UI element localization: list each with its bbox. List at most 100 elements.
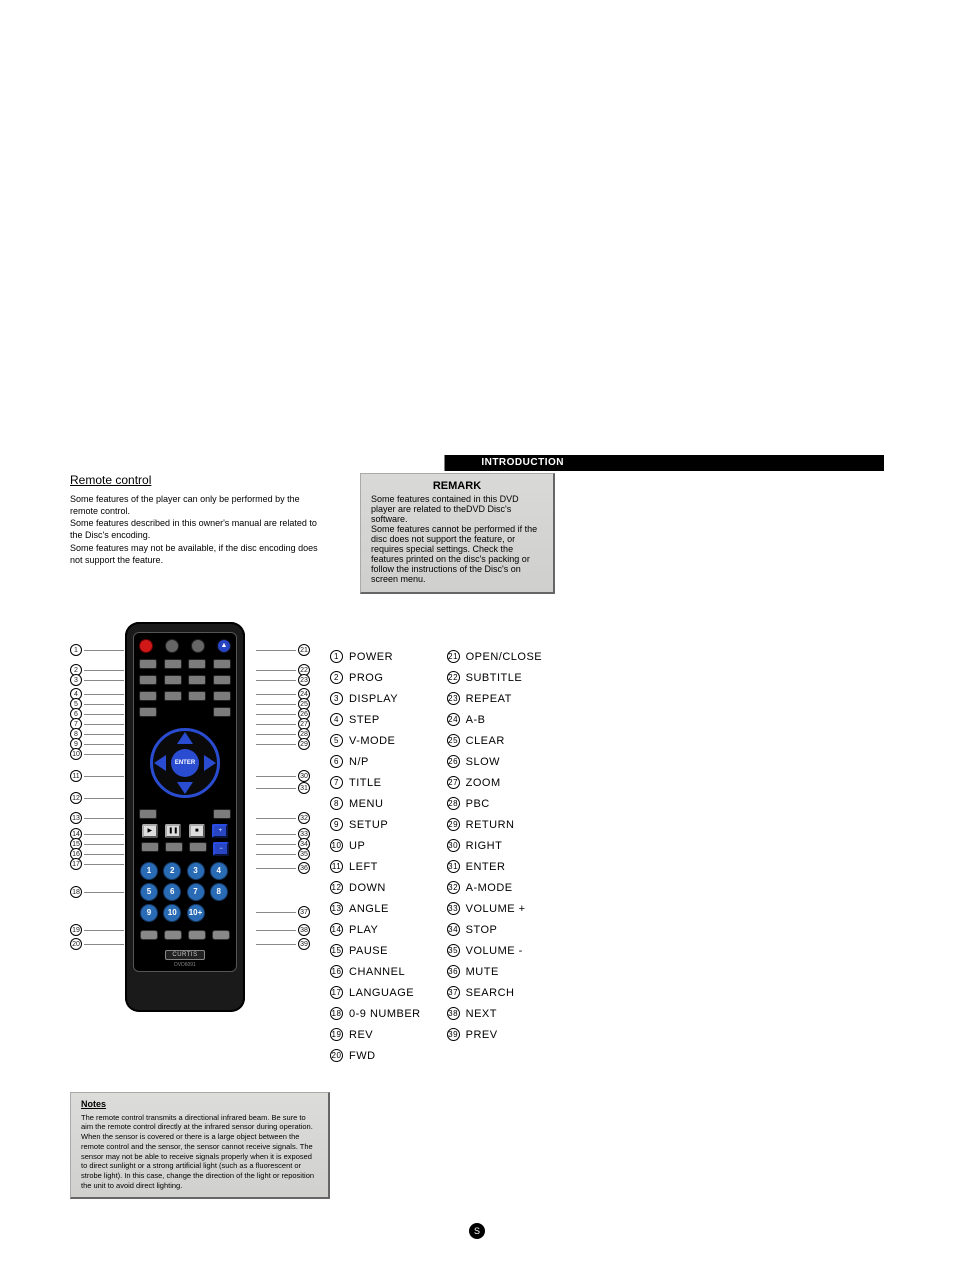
callout-line xyxy=(84,776,124,777)
callout-line xyxy=(256,714,296,715)
legend-item: 38NEXT xyxy=(447,1007,543,1020)
notes-title: Notes xyxy=(81,1099,318,1111)
legend-label: V-MODE xyxy=(349,735,395,747)
legend-label: FWD xyxy=(349,1050,376,1062)
callout-number: 13 xyxy=(70,812,82,824)
prev-button-icon xyxy=(188,930,206,940)
legend-number: 30 xyxy=(447,839,460,852)
legend-item: 17LANGUAGE xyxy=(330,986,421,999)
legend-item: 22SUBTITLE xyxy=(447,671,543,684)
callout-line xyxy=(84,650,124,651)
left-arrow-icon xyxy=(154,755,166,771)
legend-label: DISPLAY xyxy=(349,693,398,705)
callout-line xyxy=(84,944,124,945)
callout-number: 21 xyxy=(298,644,310,656)
legend-label: PAUSE xyxy=(349,945,388,957)
grey-btn xyxy=(213,659,231,669)
section-label: INTRODUCTION xyxy=(471,455,574,470)
callout-number: 11 xyxy=(70,770,82,782)
grey-btn xyxy=(213,691,231,701)
stop-icon: ■ xyxy=(189,824,205,838)
remark-column: REMARK Some features contained in this D… xyxy=(360,473,884,594)
page-number: S xyxy=(469,1223,485,1239)
legend-number: 37 xyxy=(447,986,460,999)
legend-item: 33 VOLUME + xyxy=(447,902,543,915)
number-key: 3 xyxy=(187,862,205,880)
legend-label: MUTE xyxy=(466,966,499,978)
legend-label: ZOOM xyxy=(466,777,501,789)
legend-number: 6 xyxy=(330,755,343,768)
legend-item: 27ZOOM xyxy=(447,776,543,789)
callout: 11 xyxy=(70,770,82,782)
page-number-wrap: S xyxy=(70,1221,884,1239)
numpad: 1234567891010+ xyxy=(134,858,236,926)
legend-item: 16CHANNEL xyxy=(330,965,421,978)
legend-number: 5 xyxy=(330,734,343,747)
legend-number: 33 xyxy=(447,902,460,915)
legend-number: 28 xyxy=(447,797,460,810)
grey-btn xyxy=(213,675,231,685)
legend-item: 13ANGLE xyxy=(330,902,421,915)
callout-number: 1 xyxy=(70,644,82,656)
legend-col-1: 1POWER2PROG3DISPLAY4STEP5V-MODE6N/P7TITL… xyxy=(330,650,421,1070)
legend-number: 9 xyxy=(330,818,343,831)
notes-box: Notes The remote control transmits a dir… xyxy=(70,1092,330,1199)
legend-label: SEARCH xyxy=(466,987,515,999)
number-key: 8 xyxy=(210,883,228,901)
grey-btn xyxy=(139,659,157,669)
legend-label: SETUP xyxy=(349,819,388,831)
legend-label: ANGLE xyxy=(349,903,389,915)
legend-label: LEFT xyxy=(349,861,378,873)
legend-item: 180-9 NUMBER xyxy=(330,1007,421,1020)
legend-number: 3 xyxy=(330,692,343,705)
legend-label: MENU xyxy=(349,798,383,810)
number-key: 1 xyxy=(140,862,158,880)
legend-label: N/P xyxy=(349,756,369,768)
callout-line xyxy=(256,854,296,855)
legend-item: 25CLEAR xyxy=(447,734,543,747)
legend-label: UP xyxy=(349,840,365,852)
legend-label: RIGHT xyxy=(466,840,503,852)
volup-icon: + xyxy=(212,824,228,838)
legend-number: 23 xyxy=(447,692,460,705)
callout: 37 xyxy=(298,906,310,918)
callout: 1 xyxy=(70,644,82,656)
legend-label: DOWN xyxy=(349,882,386,894)
rev-button-icon xyxy=(140,930,158,940)
callout-line xyxy=(256,744,296,745)
callout: 36 xyxy=(298,862,310,874)
callout-line xyxy=(84,864,124,865)
legend-number: 2 xyxy=(330,671,343,684)
legend-number: 21 xyxy=(447,650,460,663)
fwd-button-icon xyxy=(164,930,182,940)
legend-item: 6 N/P xyxy=(330,755,421,768)
section-header-bar: INTRODUCTION xyxy=(70,455,884,471)
legend-item: 15PAUSE xyxy=(330,944,421,957)
callout: 3 xyxy=(70,674,82,686)
legend-number: 14 xyxy=(330,923,343,936)
callout-line xyxy=(256,944,296,945)
grey-btn xyxy=(213,809,231,819)
legend-item: 35VOLUME - xyxy=(447,944,543,957)
legend-label: VOLUME + xyxy=(466,903,526,915)
right-arrow-icon xyxy=(204,755,216,771)
down-arrow-icon xyxy=(177,782,193,794)
callout-line xyxy=(256,912,296,913)
callout-line xyxy=(256,670,296,671)
legend-item: 36MUTE xyxy=(447,965,543,978)
legend-item: 23 REPEAT xyxy=(447,692,543,705)
legend-item: 20FWD xyxy=(330,1049,421,1062)
legend-number: 34 xyxy=(447,923,460,936)
remote-body: ▲ ENTER xyxy=(125,622,245,1012)
callout: 12 xyxy=(70,792,82,804)
remark-body: Some features contained in this DVD play… xyxy=(371,494,543,584)
grey-btn xyxy=(139,707,157,717)
legend-item: 28PBC xyxy=(447,797,543,810)
legend-label: 0-9 NUMBER xyxy=(349,1008,421,1020)
legend-item: 12DOWN xyxy=(330,881,421,894)
grey-btn xyxy=(164,691,182,701)
legend-label: REPEAT xyxy=(466,693,512,705)
legend-label: ENTER xyxy=(466,861,506,873)
legend-label: SUBTITLE xyxy=(466,672,523,684)
grey-btn xyxy=(139,691,157,701)
